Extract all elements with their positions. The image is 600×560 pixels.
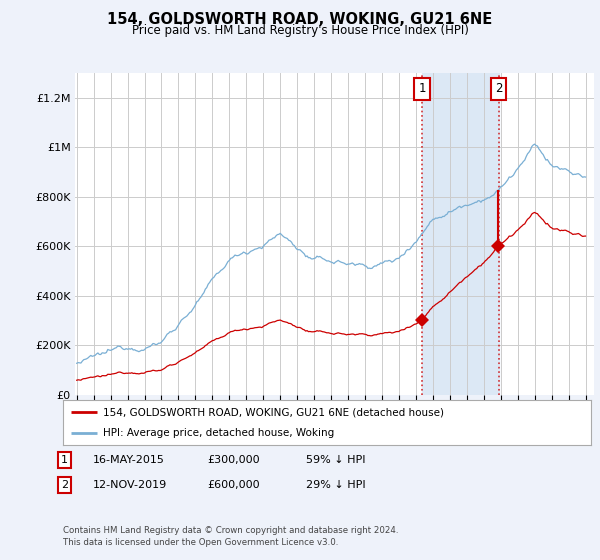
Bar	[422, 73, 499, 395]
Text: 29% ↓ HPI: 29% ↓ HPI	[306, 480, 365, 490]
Text: 2: 2	[495, 82, 502, 95]
Text: 1: 1	[61, 455, 68, 465]
Text: £600,000: £600,000	[207, 480, 260, 490]
Text: £300,000: £300,000	[207, 455, 260, 465]
Text: 154, GOLDSWORTH ROAD, WOKING, GU21 6NE (detached house): 154, GOLDSWORTH ROAD, WOKING, GU21 6NE (…	[103, 408, 443, 418]
Text: 2: 2	[61, 480, 68, 490]
Text: HPI: Average price, detached house, Woking: HPI: Average price, detached house, Woki…	[103, 428, 334, 438]
Text: Contains HM Land Registry data © Crown copyright and database right 2024.
This d: Contains HM Land Registry data © Crown c…	[63, 526, 398, 547]
Text: 59% ↓ HPI: 59% ↓ HPI	[306, 455, 365, 465]
Text: 16-MAY-2015: 16-MAY-2015	[93, 455, 165, 465]
Text: 1: 1	[418, 82, 426, 95]
Text: 12-NOV-2019: 12-NOV-2019	[93, 480, 167, 490]
Text: 154, GOLDSWORTH ROAD, WOKING, GU21 6NE: 154, GOLDSWORTH ROAD, WOKING, GU21 6NE	[107, 12, 493, 27]
Text: Price paid vs. HM Land Registry's House Price Index (HPI): Price paid vs. HM Land Registry's House …	[131, 24, 469, 36]
